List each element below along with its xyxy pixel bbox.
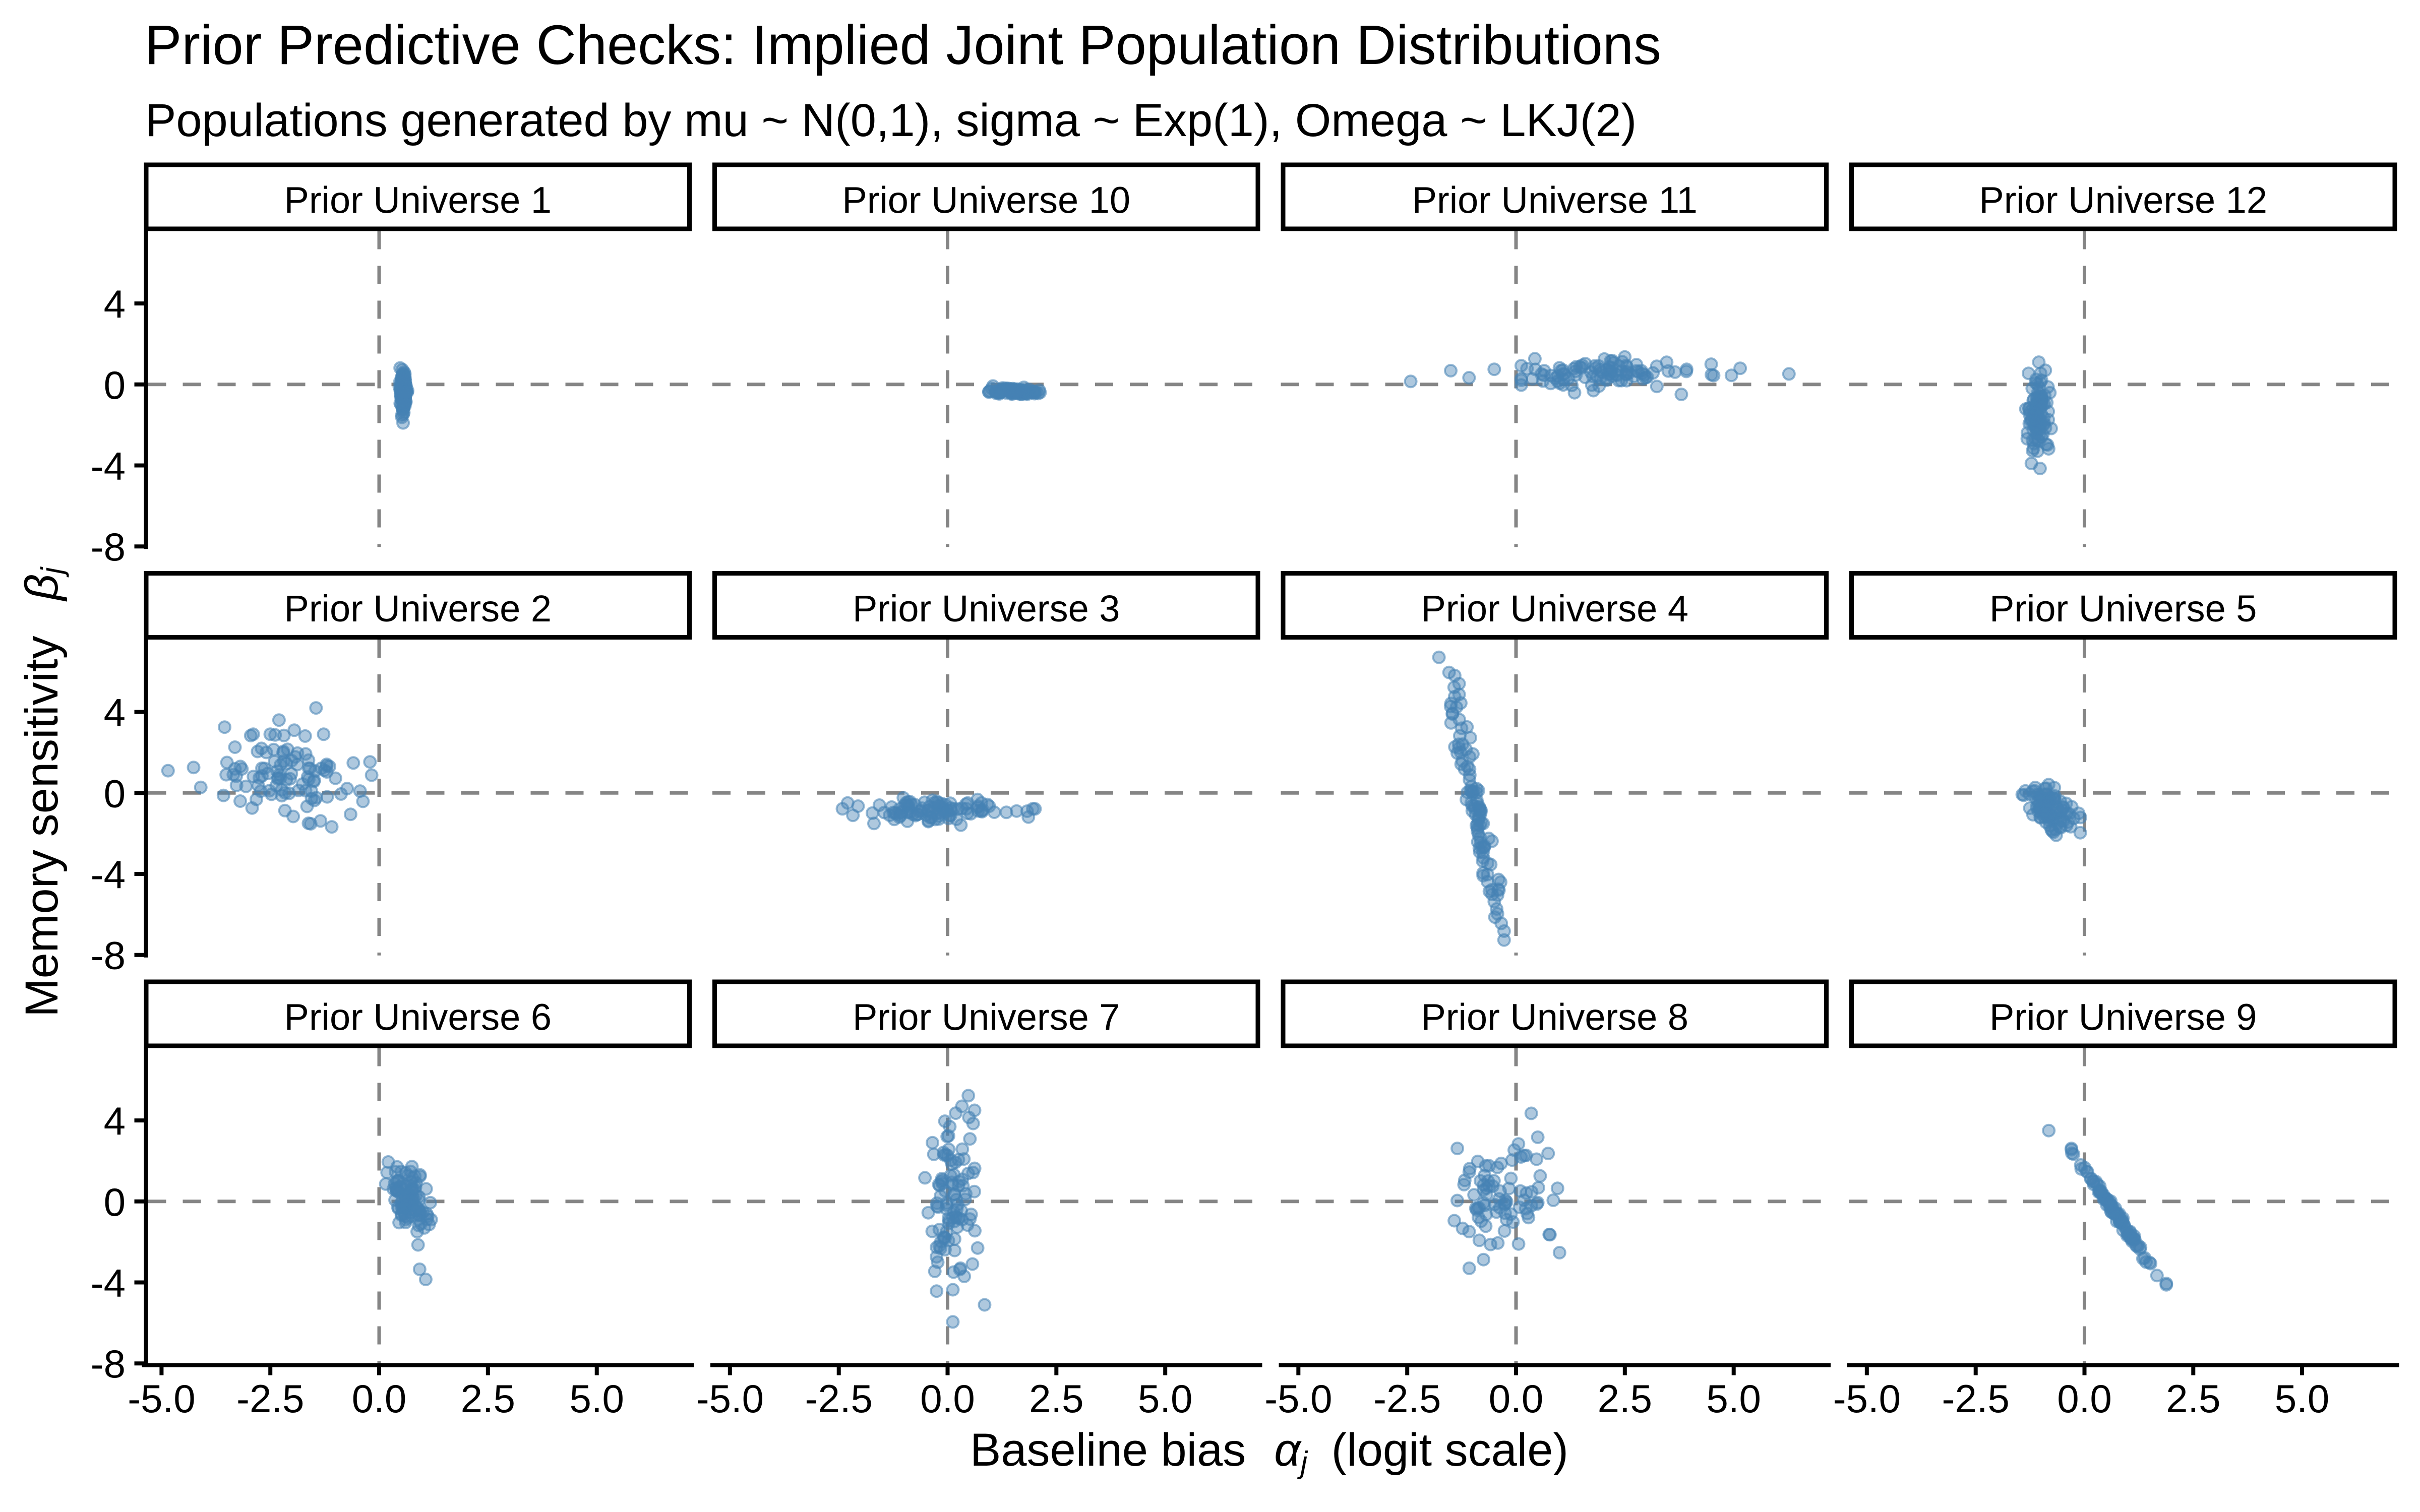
svg-text:5.0: 5.0 — [569, 1376, 624, 1421]
svg-text:Prior Universe 6: Prior Universe 6 — [284, 996, 552, 1038]
svg-text:5.0: 5.0 — [1138, 1376, 1192, 1421]
svg-text:-5.0: -5.0 — [1833, 1376, 1901, 1421]
svg-text:-2.5: -2.5 — [236, 1376, 304, 1421]
svg-text:0: 0 — [104, 363, 126, 407]
svg-text:2.5: 2.5 — [1029, 1376, 1083, 1421]
svg-text:-5.0: -5.0 — [1264, 1376, 1332, 1421]
svg-text:4: 4 — [104, 282, 126, 326]
svg-text:Memory sensitivityβj: Memory sensitivityβj — [16, 566, 69, 1017]
svg-text:0: 0 — [104, 771, 126, 815]
svg-text:4: 4 — [104, 1099, 126, 1143]
svg-text:-8: -8 — [91, 525, 126, 569]
svg-text:-2.5: -2.5 — [1942, 1376, 2009, 1421]
svg-text:-4: -4 — [91, 852, 126, 897]
svg-text:2.5: 2.5 — [461, 1376, 515, 1421]
svg-text:2.5: 2.5 — [1598, 1376, 1652, 1421]
svg-text:0.0: 0.0 — [920, 1376, 975, 1421]
svg-text:Prior Universe 7: Prior Universe 7 — [853, 996, 1120, 1038]
svg-text:-4: -4 — [91, 1261, 126, 1305]
svg-text:Prior Universe 1: Prior Universe 1 — [284, 179, 552, 221]
svg-text:5.0: 5.0 — [1706, 1376, 1761, 1421]
svg-text:Prior Universe 5: Prior Universe 5 — [1989, 588, 2257, 629]
svg-text:-8: -8 — [91, 933, 126, 978]
svg-text:Prior Universe 11: Prior Universe 11 — [1412, 179, 1698, 221]
svg-text:Prior Universe 2: Prior Universe 2 — [284, 588, 552, 629]
svg-text:Prior Universe 9: Prior Universe 9 — [1989, 996, 2257, 1038]
svg-text:-5.0: -5.0 — [128, 1376, 195, 1421]
svg-text:2.5: 2.5 — [2166, 1376, 2220, 1421]
svg-text:Populations generated by mu ~: Populations generated by mu ~ N(0,1), si… — [145, 95, 1637, 146]
svg-text:4: 4 — [104, 690, 126, 735]
svg-text:Prior Universe 4: Prior Universe 4 — [1421, 588, 1689, 629]
svg-text:Prior Universe 8: Prior Universe 8 — [1421, 996, 1689, 1038]
svg-text:Prior Universe 10: Prior Universe 10 — [842, 179, 1130, 221]
svg-text:0.0: 0.0 — [2057, 1376, 2111, 1421]
svg-text:-2.5: -2.5 — [1373, 1376, 1441, 1421]
svg-text:-4: -4 — [91, 444, 126, 488]
svg-text:-8: -8 — [91, 1342, 126, 1386]
svg-text:Prior Universe 12: Prior Universe 12 — [1979, 179, 2267, 221]
svg-text:-5.0: -5.0 — [696, 1376, 764, 1421]
svg-text:Prior Predictive Checks: Impli: Prior Predictive Checks: Implied Joint P… — [145, 14, 1661, 76]
svg-text:0.0: 0.0 — [352, 1376, 406, 1421]
svg-text:0: 0 — [104, 1180, 126, 1224]
svg-text:-2.5: -2.5 — [805, 1376, 872, 1421]
svg-text:Prior Universe 3: Prior Universe 3 — [853, 588, 1120, 629]
svg-text:0.0: 0.0 — [1489, 1376, 1543, 1421]
svg-text:5.0: 5.0 — [2275, 1376, 2329, 1421]
